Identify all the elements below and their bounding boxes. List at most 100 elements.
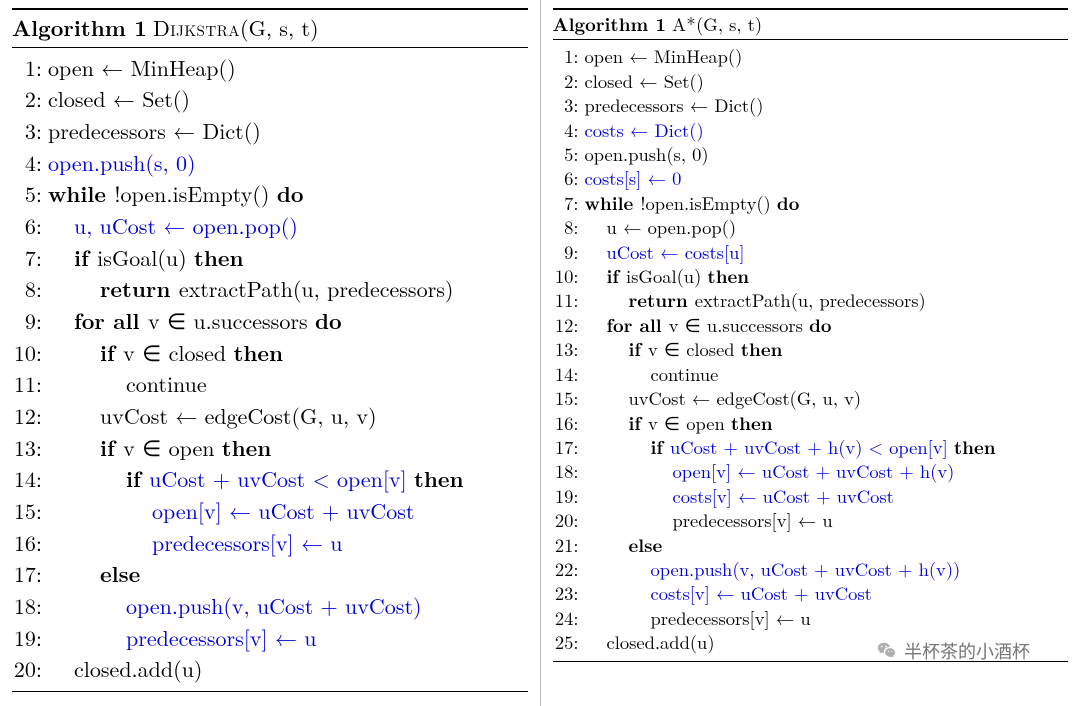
line-number: 19: [12,622,42,654]
line-content: open.push(s, 0) [585,142,709,166]
code-line: 11:continue [12,368,528,400]
code-line: 20:closed.add(u) [12,653,528,685]
line-number: 10: [12,337,42,369]
line-number: 15: [12,495,42,527]
algo-right-args: (G, s, t) [696,12,762,36]
code-line: 14:continue [553,362,1069,386]
line-content: open ← MinHeap() [48,52,236,84]
line-number: 12: [553,313,579,337]
line-number: 9: [553,240,579,264]
line-number: 10: [553,264,579,288]
line-number: 8: [553,215,579,239]
code-line: 19:predecessors[v] ← u [12,622,528,654]
line-number: 14: [12,463,42,495]
line-content: predecessors[v] ← u [48,527,343,559]
line-number: 12: [12,400,42,432]
line-number: 5: [12,178,42,210]
line-content: predecessors ← Dict() [48,115,261,147]
line-number: 18: [553,459,579,483]
line-content: open ← MinHeap() [585,44,743,68]
line-number: 20: [12,653,42,685]
algorithm-left: Algorithm 1 Dijkstra (G, s, t) 1:open ← … [0,0,541,706]
line-number: 7: [553,191,579,215]
algo-left-body: 1:open ← MinHeap()2:closed ← Set()3:pred… [12,48,528,687]
algorithm-right: Algorithm 1 A* (G, s, t) 1:open ← MinHea… [541,0,1080,706]
algo-left-args: (G, s, t) [240,12,319,44]
code-line: 20:predecessors[v] ← u [553,508,1069,532]
line-content: if uCost + uvCost + h(v) < open[v] then [585,435,996,459]
code-line: 11:return extractPath(u, predecessors) [553,288,1069,312]
line-content: open.push(v, uCost + uvCost + h(v)) [585,557,961,581]
code-line: 13:if v ∈ open then [12,432,528,464]
line-number: 14: [553,362,579,386]
algo-right-header: Algorithm 1 A* (G, s, t) [553,8,1069,40]
line-content: open.push(s, 0) [48,147,196,179]
line-content: continue [585,362,719,386]
code-line: 13:if v ∈ closed then [553,337,1069,361]
line-number: 11: [12,368,42,400]
line-content: for all v ∈ u.successors do [48,305,342,337]
code-line: 4:costs ← Dict() [553,118,1069,142]
code-line: 2:closed ← Set() [553,69,1069,93]
code-line: 2:closed ← Set() [12,83,528,115]
code-line: 7:while !open.isEmpty() do [553,191,1069,215]
code-line: 9:uCost ← costs[u] [553,240,1069,264]
line-content: continue [48,368,207,400]
line-content: closed ← Set() [48,83,190,115]
line-content: predecessors[v] ← u [48,622,317,654]
line-content: open[v] ← uCost + uvCost [48,495,414,527]
line-content: if uCost + uvCost < open[v] then [48,463,464,495]
line-content: while !open.isEmpty() do [48,178,304,210]
code-line: 5:while !open.isEmpty() do [12,178,528,210]
algo-left-footer-rule [12,691,528,692]
line-number: 11: [553,288,579,312]
line-number: 25: [553,630,579,654]
line-number: 17: [12,558,42,590]
algo-right-footer-rule [553,661,1069,662]
code-line: 15:uvCost ← edgeCost(G, u, v) [553,386,1069,410]
code-line: 12:uvCost ← edgeCost(G, u, v) [12,400,528,432]
line-number: 1: [12,52,42,84]
line-content: closed.add(u) [585,630,715,654]
line-content: predecessors[v] ← u [585,606,811,630]
algo-right-label: Algorithm 1 [553,12,666,36]
code-line: 23:costs[v] ← uCost + uvCost [553,581,1069,605]
code-line: 17:if uCost + uvCost + h(v) < open[v] th… [553,435,1069,459]
code-line: 24:predecessors[v] ← u [553,606,1069,630]
line-content: while !open.isEmpty() do [585,191,800,215]
line-content: if isGoal(u) then [48,242,244,274]
code-line: 1:open ← MinHeap() [553,44,1069,68]
code-line: 12:for all v ∈ u.successors do [553,313,1069,337]
line-number: 2: [12,83,42,115]
code-line: 7:if isGoal(u) then [12,242,528,274]
line-content: if isGoal(u) then [585,264,750,288]
code-line: 6:u, uCost ← open.pop() [12,210,528,242]
line-number: 3: [553,93,579,117]
code-line: 8:u ← open.pop() [553,215,1069,239]
line-content: predecessors ← Dict() [585,93,764,117]
line-content: predecessors[v] ← u [585,508,833,532]
line-number: 6: [12,210,42,242]
line-number: 21: [553,533,579,557]
algo-right-body: 1:open ← MinHeap()2:closed ← Set()3:pred… [553,40,1069,656]
code-line: 18:open[v] ← uCost + uvCost + h(v) [553,459,1069,483]
line-number: 1: [553,44,579,68]
line-content: u, uCost ← open.pop() [48,210,298,242]
line-content: open[v] ← uCost + uvCost + h(v) [585,459,955,483]
line-content: return extractPath(u, predecessors) [585,288,926,312]
line-content: return extractPath(u, predecessors) [48,273,453,305]
code-line: 9:for all v ∈ u.successors do [12,305,528,337]
code-line: 21:else [553,533,1069,557]
line-content: for all v ∈ u.successors do [585,313,832,337]
code-line: 3:predecessors ← Dict() [553,93,1069,117]
line-number: 4: [553,118,579,142]
line-number: 5: [553,142,579,166]
line-number: 3: [12,115,42,147]
line-number: 7: [12,242,42,274]
code-line: 3:predecessors ← Dict() [12,115,528,147]
line-number: 9: [12,305,42,337]
line-content: open.push(v, uCost + uvCost) [48,590,422,622]
code-line: 1:open ← MinHeap() [12,52,528,84]
line-number: 16: [553,411,579,435]
line-number: 6: [553,166,579,190]
